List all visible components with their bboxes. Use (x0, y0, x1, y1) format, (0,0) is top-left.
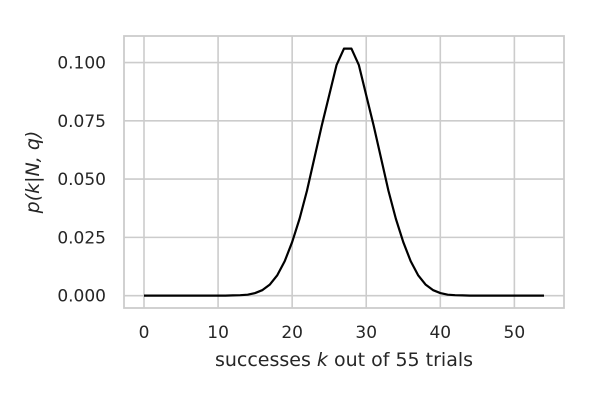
x-tick-label: 20 (281, 323, 303, 343)
y-tick-label: 0.025 (57, 228, 106, 248)
x-axis-label-after: out of 55 trials (328, 349, 473, 371)
x-axis-label-before: successes (215, 349, 317, 371)
x-tick-label: 40 (429, 323, 451, 343)
y-tick-label: 0.075 (57, 112, 106, 132)
tick-labels: 0 10 20 30 40 50 0.000 0.025 0.050 0.075 0.100 (57, 54, 525, 343)
x-tick-label: 30 (355, 323, 377, 343)
plot-area-frame (123, 35, 565, 309)
x-tick-label: 50 (504, 323, 526, 343)
y-tick-label: 0.100 (57, 54, 106, 74)
y-axis-label: p(k|N, q) (22, 131, 44, 215)
y-tick-label: 0.000 (57, 287, 106, 307)
probability-curve (144, 47, 544, 297)
x-tick-label: 0 (139, 323, 150, 343)
y-tick-label: 0.050 (57, 170, 106, 190)
x-axis-label-var: k (317, 349, 329, 371)
x-tick-label: 10 (207, 323, 229, 343)
x-axis-label: successes k out of 55 trials (215, 349, 473, 371)
grid (124, 36, 564, 308)
